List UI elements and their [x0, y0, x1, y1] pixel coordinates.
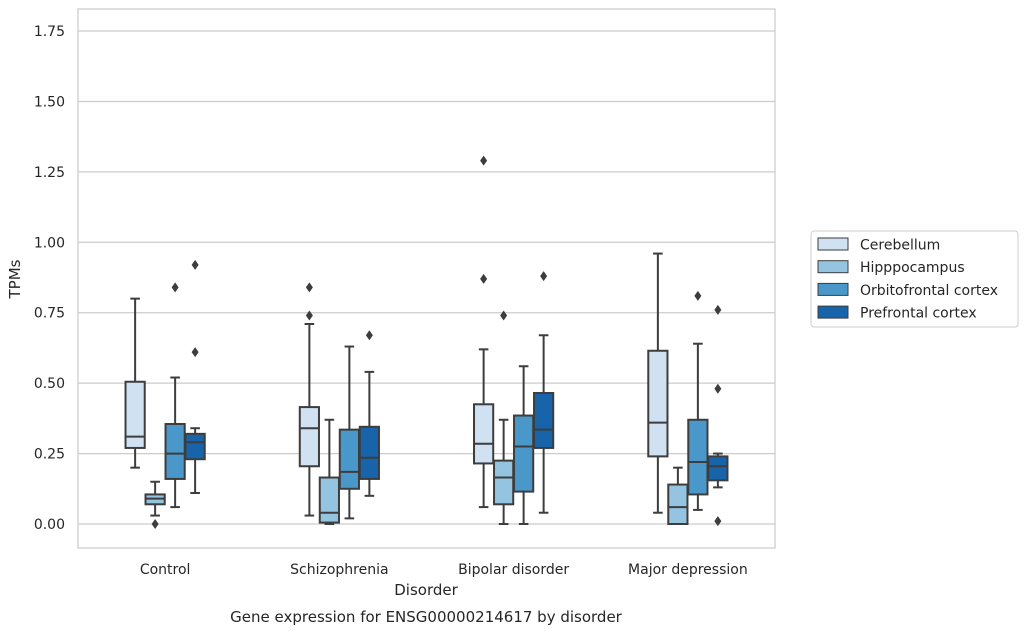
y-tick-label: 0.75 [34, 306, 65, 322]
box-orbitofrontal-cortex [513, 365, 535, 525]
legend-frame [810, 230, 1019, 328]
box-cerebellum [124, 297, 146, 469]
y-tick-label: 0.00 [34, 517, 65, 533]
outlier-point [191, 347, 199, 358]
legend-label: Prefrontal cortex [860, 306, 977, 322]
x-tick-label: Schizophrenia [290, 562, 388, 578]
iqr-box [647, 349, 669, 458]
chart-caption: Gene expression for ENSG00000214617 by d… [230, 608, 623, 626]
box-hipppocampus [144, 480, 166, 529]
iqr-box [124, 380, 146, 449]
iqr-box [298, 406, 320, 468]
y-tick-label: 1.25 [34, 165, 65, 181]
legend-swatch [817, 237, 849, 251]
x-tick-label: Major depression [628, 562, 748, 578]
outlier-point [191, 259, 199, 270]
outlier-point [171, 282, 179, 293]
box-prefrontal-cortex [358, 330, 380, 497]
iqr-box [473, 403, 495, 465]
outlier-point [305, 282, 313, 293]
iqr-box [707, 455, 729, 482]
box-orbitofrontal-cortex [687, 290, 709, 511]
outlier-point [540, 271, 548, 282]
y-tick-labels: 0.00 0.25 0.50 0.75 1.00 1.25 1.50 1.75 [34, 24, 65, 533]
outlier-point [714, 383, 722, 394]
iqr-box [358, 425, 380, 480]
iqr-box [493, 459, 515, 506]
box-cerebellum [473, 155, 495, 509]
iqr-box [318, 476, 340, 524]
box-prefrontal-cortex [707, 304, 729, 527]
legend-label: Cerebellum [860, 238, 940, 254]
y-tick-label: 0.50 [34, 376, 65, 392]
box-cerebellum [647, 252, 669, 514]
box-cerebellum [298, 282, 320, 517]
y-tick-label: 1.75 [34, 24, 65, 40]
outlier-point [151, 519, 159, 529]
legend: Cerebellum Hipppocampus Orbitofrontal cort… [810, 230, 1019, 328]
outlier-point [480, 273, 488, 284]
box-prefrontal-cortex [533, 271, 555, 514]
outlier-point [500, 310, 508, 321]
outlier-point [694, 290, 702, 301]
x-tick-label: Control [140, 562, 191, 578]
legend-label: Orbitofrontal cortex [860, 283, 998, 299]
box-hipppocampus [318, 418, 340, 525]
iqr-box [533, 392, 555, 449]
outlier-point [365, 330, 373, 341]
x-tick-labels: Control Schizophrenia Bipolar disorder Majo… [140, 562, 748, 578]
outlier-point [305, 310, 313, 321]
x-tick-label: Bipolar disorder [458, 562, 569, 578]
iqr-box [687, 418, 709, 496]
y-tick-label: 1.00 [34, 235, 65, 251]
box-hipppocampus [667, 466, 689, 526]
box-orbitofrontal-cortex [338, 345, 360, 520]
outlier-point [714, 304, 722, 315]
y-axis-label: TPMs [6, 259, 24, 299]
legend-swatch [817, 282, 849, 296]
legend-entries: Cerebellum Hipppocampus Orbitofrontal cort… [817, 237, 998, 322]
y-tick-label: 0.25 [34, 447, 65, 463]
iqr-box [164, 422, 186, 480]
iqr-box [667, 483, 689, 526]
plot-frame [77, 8, 776, 549]
legend-label: Hipppocampus [860, 260, 965, 276]
outlier-point [480, 155, 488, 166]
box-layer [124, 155, 729, 529]
box-prefrontal-cortex [184, 259, 206, 495]
iqr-box [338, 428, 360, 490]
y-tick-label: 1.50 [34, 94, 65, 110]
iqr-box [184, 432, 206, 461]
iqr-box [513, 414, 535, 493]
x-axis-label: Disorder [394, 581, 458, 599]
legend-swatch [817, 260, 849, 274]
outlier-point [714, 516, 722, 527]
legend-swatch [817, 305, 849, 319]
